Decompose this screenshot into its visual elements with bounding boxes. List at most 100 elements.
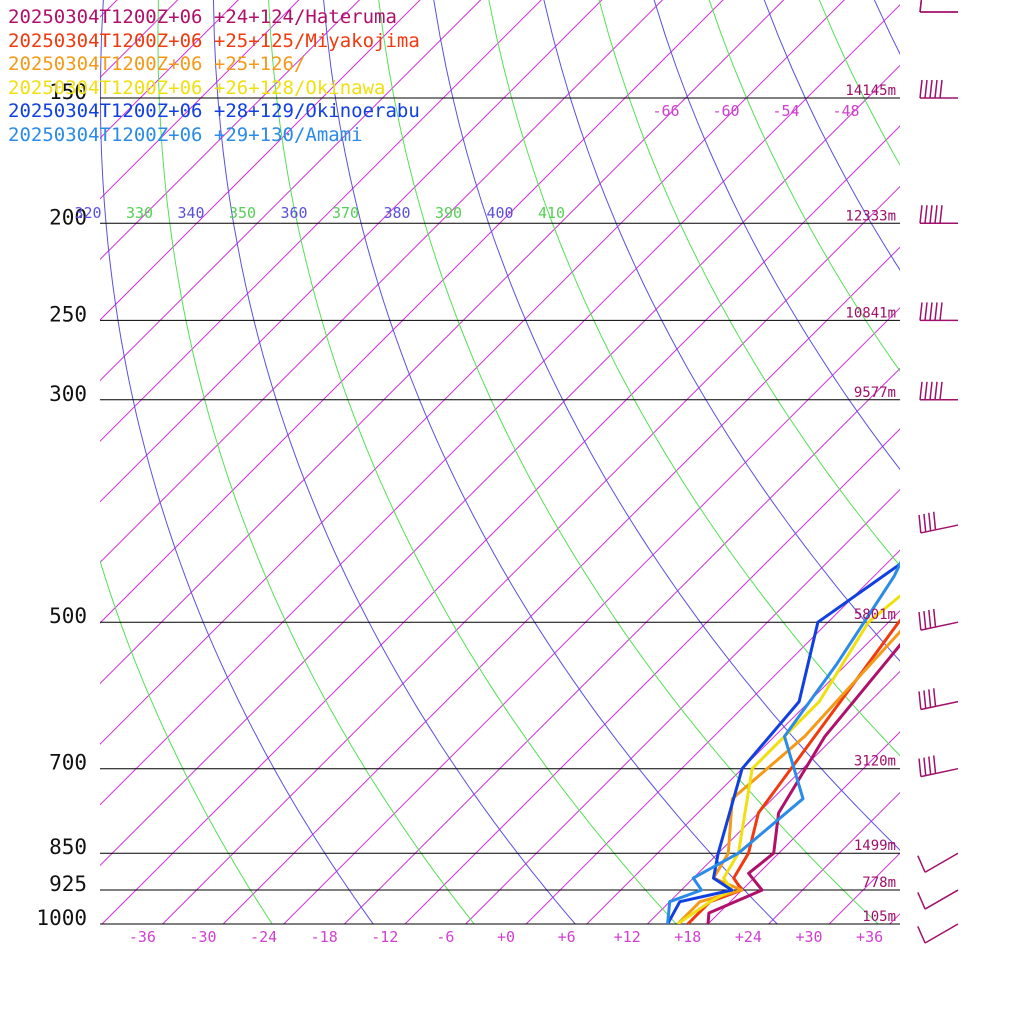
height-label: 3120m (854, 754, 896, 770)
wind-barb (919, 0, 958, 13)
height-label: 5801m (854, 607, 896, 623)
theta-label: 380 (383, 204, 410, 222)
potential-temperature-line (873, 0, 900, 55)
theta-label: 350 (229, 204, 256, 222)
wind-barb (917, 889, 959, 910)
potential-temperature-line (653, 0, 900, 471)
temperature-tick-label: +6 (558, 928, 576, 946)
temperature-tick-label: +12 (614, 928, 641, 946)
potential-temperature-line (598, 0, 900, 567)
isotherm-line (404, 428, 900, 924)
potential-temperature-line (433, 0, 900, 851)
isotherm-line (465, 488, 900, 924)
barb-feather (939, 302, 943, 321)
theta-label: 330 (126, 204, 153, 222)
barb-feather (918, 514, 922, 534)
barb-feather (929, 302, 933, 321)
wind-barb (918, 755, 959, 778)
barb-feather (929, 79, 933, 99)
pressure-tick-label: 200 (49, 205, 87, 229)
pressure-tick-label: 1000 (36, 906, 87, 930)
pressure-tick-label: 300 (49, 382, 87, 406)
isotherm-line (283, 307, 900, 924)
theta-label: 320 (74, 204, 101, 222)
potential-temperature-line (268, 0, 677, 924)
isotherm-label: -48 (832, 102, 859, 120)
potential-temperature-line (708, 0, 900, 372)
pressure-tick-label: 500 (49, 604, 87, 628)
isotherm-line (1011, 0, 1024, 924)
barb-feather (918, 691, 922, 710)
height-label: 1499m (854, 838, 896, 854)
height-label: 105m (862, 909, 896, 925)
isotherm-line (950, 0, 1024, 924)
barb-shaft (920, 524, 959, 534)
barb-feather (919, 302, 923, 321)
potential-temperature-line (543, 0, 900, 662)
barb-feather (919, 381, 923, 400)
potential-temperature-line (213, 0, 576, 924)
pressure-tick-label: 250 (49, 302, 87, 326)
isotherm-line (101, 125, 900, 924)
wind-barbs (917, 0, 959, 944)
potential-temperature-line (157, 0, 475, 924)
barb-feather (918, 612, 922, 631)
pressure-tick-label: 700 (49, 751, 87, 775)
barb-feather (924, 205, 928, 224)
barb-feather (928, 756, 932, 775)
temperature-tick-label: +0 (497, 928, 515, 946)
barb-feather (918, 758, 922, 777)
barb-feather (934, 79, 938, 99)
barb-feather (917, 892, 926, 910)
barb-feather (924, 79, 928, 99)
isotherm-line (222, 246, 900, 924)
isotherm-line (100, 0, 785, 685)
potential-temperature-line (100, 559, 273, 924)
height-label: 9577m (854, 385, 896, 401)
series-line (676, 594, 900, 924)
isotherm-line (100, 0, 421, 321)
isotherm-label: -54 (772, 102, 799, 120)
wind-barb (918, 511, 959, 534)
legend-entry: 20250304T1200Z+06 +25+126/ (8, 53, 306, 75)
theta-label: 370 (332, 204, 359, 222)
potential-temperature-line (378, 0, 879, 924)
barb-feather (939, 79, 943, 99)
barb-feather (932, 688, 937, 707)
barb-feather (934, 205, 938, 224)
potential-temperature-line (323, 0, 778, 924)
barb-shaft (924, 852, 959, 873)
theta-label: 390 (435, 204, 462, 222)
barb-feather (919, 0, 923, 13)
height-label: 12333m (845, 208, 896, 224)
barb-feather (932, 608, 937, 628)
barb-feather (928, 609, 932, 629)
wind-barb (917, 923, 959, 944)
barb-feather (934, 381, 938, 400)
isotherm-line (100, 64, 900, 867)
barb-feather (924, 302, 928, 321)
height-label: 14145m (845, 83, 896, 99)
barb-feather (929, 205, 933, 224)
isotherm-line (100, 0, 482, 382)
barb-feather (932, 511, 937, 530)
temperature-tick-label: -36 (129, 928, 156, 946)
theta-label: 410 (538, 204, 565, 222)
temperature-tick-label: +24 (735, 928, 762, 946)
barb-feather (939, 205, 943, 224)
wind-barb (918, 608, 959, 631)
barb-feather (917, 926, 926, 944)
barb-feather (929, 381, 933, 400)
series-line (666, 560, 900, 924)
temperature-tick-label: -30 (189, 928, 216, 946)
temperature-tick-label: -6 (436, 928, 454, 946)
temperature-tick-label: +30 (795, 928, 822, 946)
barb-feather (928, 689, 932, 708)
isotherm-line (889, 913, 900, 924)
barb-feather (923, 690, 927, 709)
barb-feather (919, 79, 923, 99)
barb-shaft (920, 700, 959, 711)
wind-barb (917, 852, 959, 873)
legend: 20250304T1200Z+06 +24+124/Hateruma 202503… (8, 6, 420, 147)
